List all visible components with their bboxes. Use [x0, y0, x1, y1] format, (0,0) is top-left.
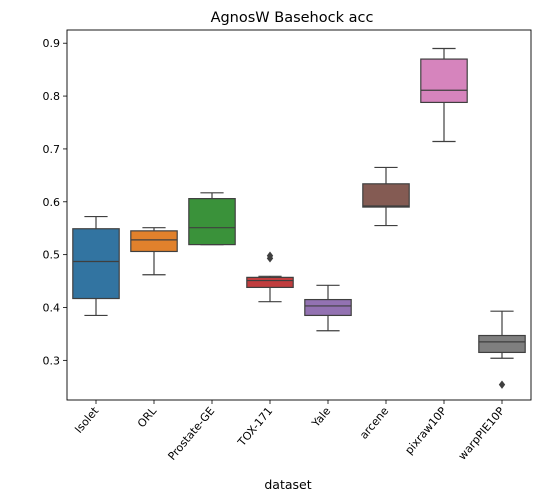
- x-tick-label: Isolet: [72, 404, 102, 436]
- box-Yale: [304, 298, 352, 317]
- x-tick-label: Prostate-GE: [165, 405, 217, 463]
- x-tick-label: ORL: [135, 404, 160, 430]
- box-warpPIE10P: [478, 334, 526, 354]
- y-tick-label: 0.9: [43, 37, 61, 50]
- x-tick-label: TOX-171: [235, 405, 276, 450]
- box-Prostate-GE: [188, 198, 236, 246]
- chart-title: AgnosW Basehock acc: [211, 10, 374, 26]
- y-tick-label: 0.3: [43, 354, 61, 367]
- x-tick-label: warpPIE10P: [456, 404, 508, 462]
- plot-frame: [66, 29, 532, 401]
- y-tick-label: 0.6: [43, 196, 61, 209]
- y-tick-label: 0.8: [43, 90, 61, 103]
- outlier-point: [498, 380, 506, 389]
- y-tick-label: 0.5: [43, 249, 61, 262]
- box-ORL: [130, 230, 178, 253]
- y-tick-label: 0.7: [43, 143, 61, 156]
- x-tick-label: Yale: [309, 404, 334, 430]
- x-axis-label: dataset: [264, 477, 311, 492]
- box-TOX-171: [246, 276, 294, 289]
- plot-area: 0.3 0.4 0.5 0.6 0.7 0.8 0.9 Isolet ORL Prostate-G…: [43, 29, 532, 463]
- x-tick-label: pixraw10P: [402, 404, 449, 457]
- y-tick-label: 0.4: [43, 302, 61, 315]
- outlier-point: [266, 251, 274, 260]
- box-arcene: [362, 183, 410, 208]
- box-Isolet: [72, 228, 120, 300]
- box-pixraw10P: [420, 58, 468, 104]
- x-tick-label: arcene: [357, 404, 391, 441]
